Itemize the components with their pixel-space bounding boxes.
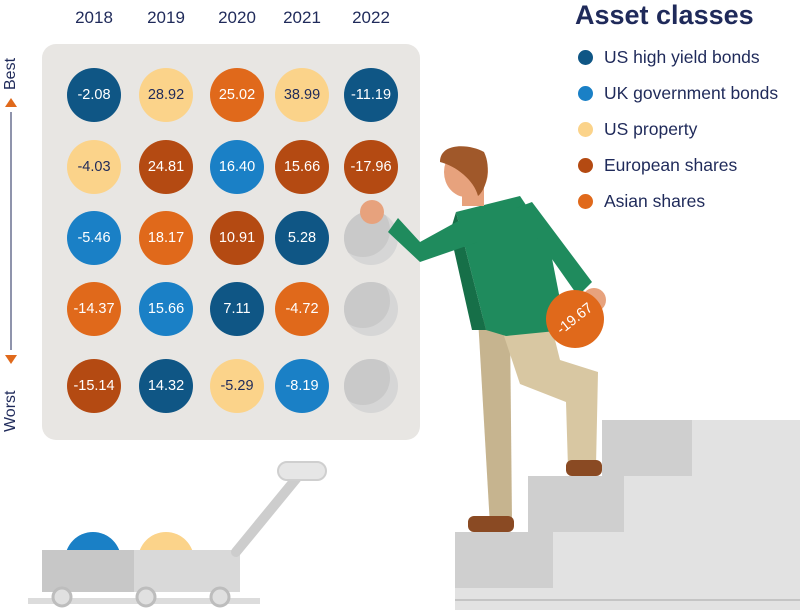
rank-ball: -4.72 — [275, 282, 329, 336]
empty-slot — [344, 282, 398, 336]
rank-ball: -4.03 — [67, 140, 121, 194]
legend-item: Asian shares — [578, 191, 705, 212]
legend-swatch — [578, 122, 593, 137]
year-header-2021: 2021 — [283, 8, 321, 27]
legend-item: US high yield bonds — [578, 47, 760, 68]
rank-ball: -15.14 — [67, 359, 121, 413]
rank-ball: 24.81 — [139, 140, 193, 194]
rank-ball: 25.02 — [210, 68, 264, 122]
rank-ball: -2.08 — [67, 68, 121, 122]
empty-slot — [344, 359, 398, 413]
legend-label: US property — [604, 119, 698, 139]
rank-ball: -5.29 — [210, 359, 264, 413]
legend-item: UK government bonds — [578, 83, 778, 104]
legend-title: Asset classes — [575, 0, 754, 30]
rank-ball: 28.92 — [139, 68, 193, 122]
rank-ball: 16.40 — [210, 140, 264, 194]
legend-label: US high yield bonds — [604, 47, 760, 67]
year-header-2020: 2020 — [218, 8, 256, 27]
rank-ball: 7.11 — [210, 282, 264, 336]
man-illustration — [360, 146, 606, 532]
rank-ball: 5.28 — [275, 211, 329, 265]
rank-ball: 14.32 — [139, 359, 193, 413]
legend-swatch — [578, 50, 593, 65]
rank-ball: 15.66 — [139, 282, 193, 336]
legend-item: European shares — [578, 155, 737, 176]
rank-ball: 38.99 — [275, 68, 329, 122]
year-header-2022: 2022 — [352, 8, 390, 27]
legend-swatch — [578, 194, 593, 209]
rank-ball: 15.66 — [275, 140, 329, 194]
year-header-2018: 2018 — [75, 8, 113, 27]
legend-swatch — [578, 86, 593, 101]
legend-label: Asian shares — [604, 191, 706, 211]
legend-label: European shares — [604, 155, 738, 175]
legend-label: UK government bonds — [604, 83, 779, 103]
trolley-illustration — [28, 461, 327, 608]
rank-ball: 18.17 — [139, 211, 193, 265]
rank-ball: -11.19 — [344, 68, 398, 122]
rank-ball: -14.37 — [67, 282, 121, 336]
rank-ball: -8.19 — [275, 359, 329, 413]
rank-ball: 10.91 — [210, 211, 264, 265]
stairs-illustration — [455, 420, 800, 610]
rank-ball: -17.96 — [344, 140, 398, 194]
rank-ball: -5.46 — [67, 211, 121, 265]
legend-swatch — [578, 158, 593, 173]
year-header-2019: 2019 — [147, 8, 185, 27]
legend-item: US property — [578, 119, 697, 140]
